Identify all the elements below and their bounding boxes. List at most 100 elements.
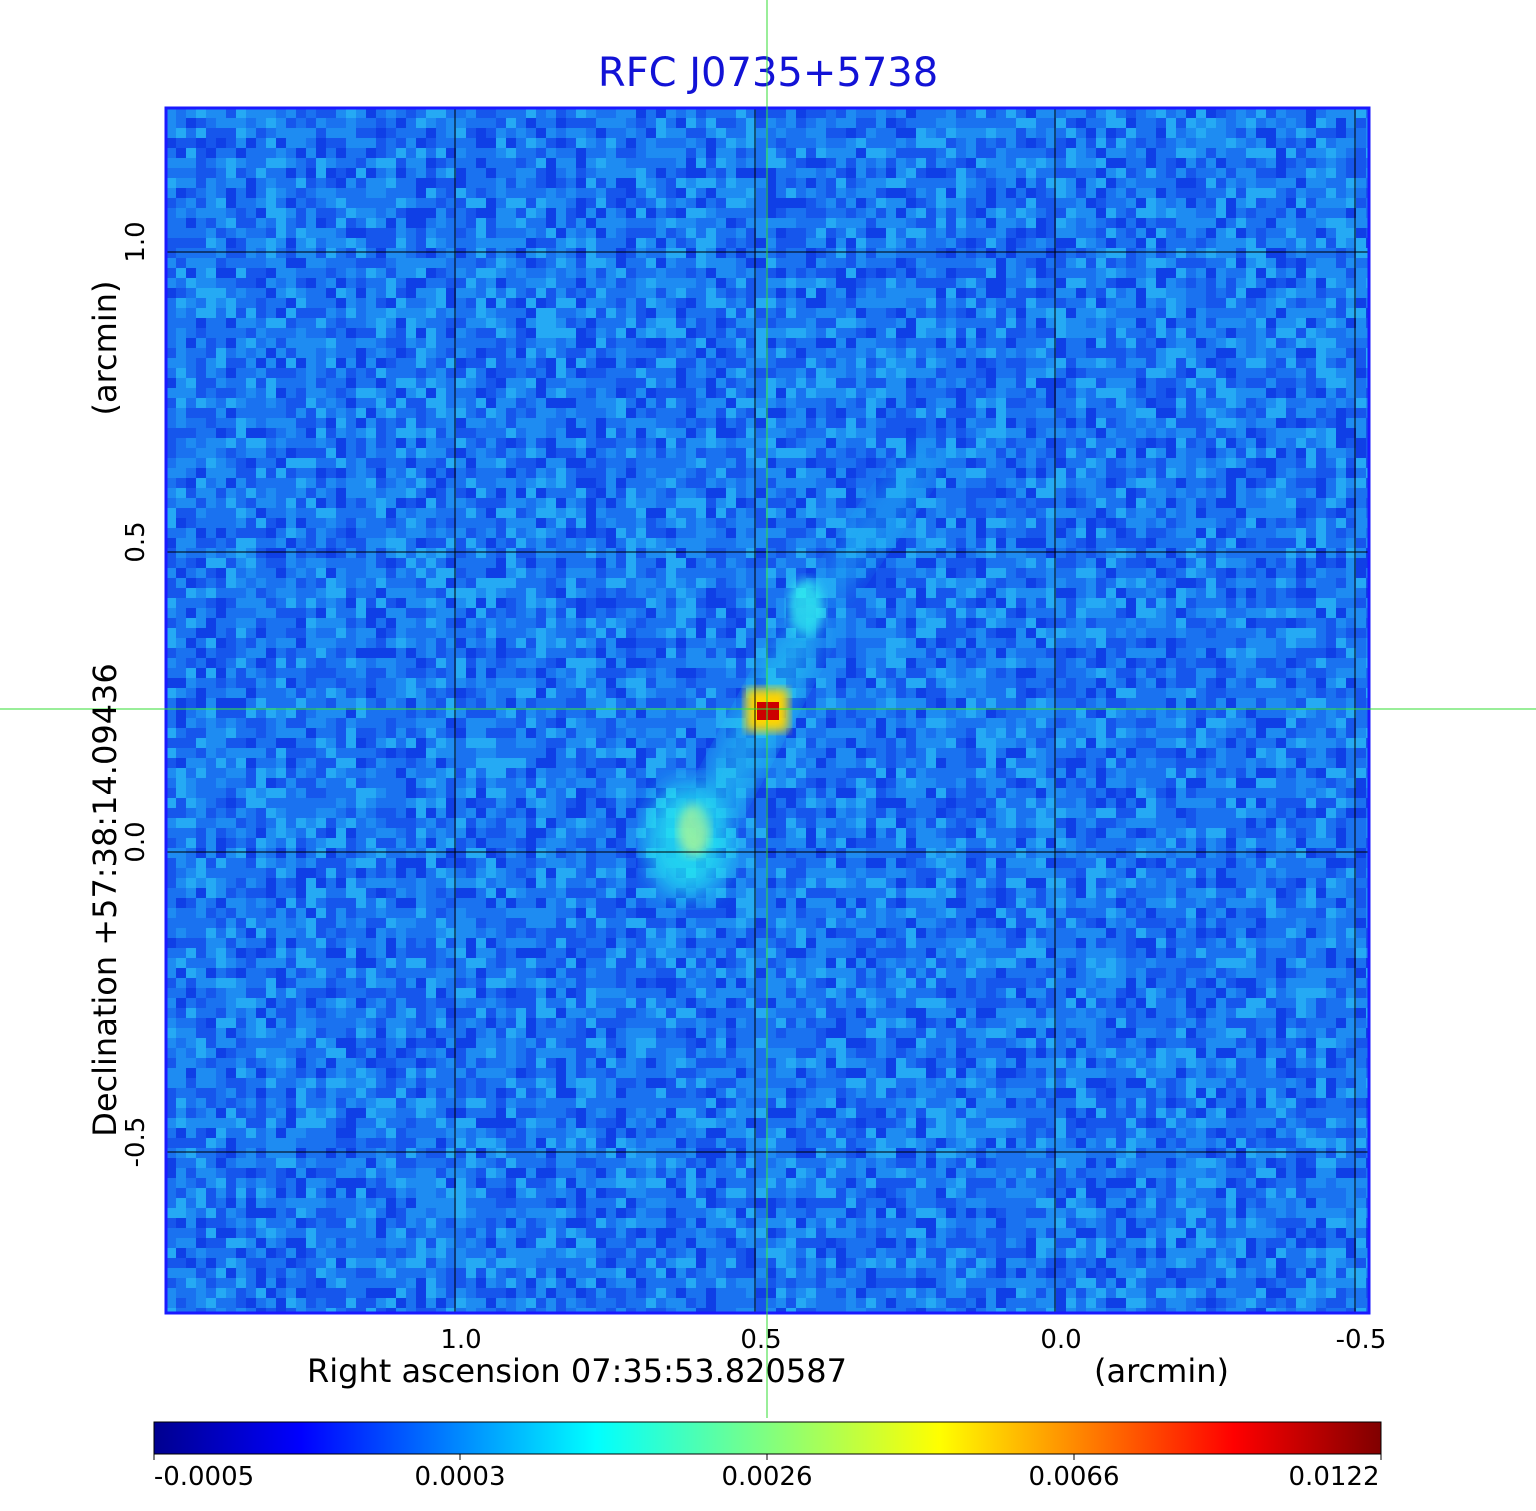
map-pixel [646, 188, 656, 198]
map-pixel [1206, 388, 1216, 398]
map-pixel [1156, 368, 1166, 378]
map-pixel [206, 518, 216, 528]
map-pixel [816, 258, 826, 268]
map-pixel [996, 158, 1006, 168]
map-pixel [1096, 198, 1106, 208]
map-pixel [526, 488, 536, 498]
map-pixel [216, 258, 226, 268]
map-pixel [636, 438, 646, 448]
map-pixel [1056, 478, 1066, 488]
map-pixel [896, 388, 906, 398]
map-pixel [996, 178, 1006, 188]
map-pixel [626, 248, 636, 258]
map-pixel [376, 408, 386, 418]
map-pixel [326, 298, 336, 308]
map-pixel [776, 248, 786, 258]
map-pixel [396, 258, 406, 268]
map-pixel [616, 258, 626, 268]
map-pixel [456, 428, 466, 438]
map-pixel [536, 208, 546, 218]
map-pixel [736, 338, 746, 348]
map-pixel [1276, 228, 1286, 238]
map-pixel [286, 218, 296, 228]
map-pixel [1286, 458, 1296, 468]
map-pixel [986, 258, 996, 268]
map-pixel [346, 428, 356, 438]
map-pixel [1026, 488, 1036, 498]
map-pixel [1256, 508, 1266, 518]
map-pixel [906, 198, 916, 208]
map-pixel [1156, 228, 1166, 238]
map-pixel [556, 348, 566, 358]
map-pixel [176, 278, 186, 288]
map-pixel [646, 368, 656, 378]
map-pixel [776, 188, 786, 198]
map-pixel [236, 128, 246, 138]
map-pixel [256, 278, 266, 288]
map-pixel [626, 388, 636, 398]
map-pixel [736, 318, 746, 328]
map-pixel [236, 408, 246, 418]
map-pixel [646, 388, 656, 398]
map-pixel [206, 178, 216, 188]
map-pixel [1066, 418, 1076, 428]
map-pixel [976, 238, 986, 248]
map-pixel [396, 498, 406, 508]
map-pixel [256, 188, 266, 198]
map-pixel [416, 128, 426, 138]
map-pixel [216, 218, 226, 228]
map-pixel [306, 218, 316, 228]
map-pixel [336, 148, 346, 158]
map-pixel [1216, 448, 1226, 458]
map-pixel [1296, 368, 1306, 378]
map-pixel [286, 378, 296, 388]
map-pixel [606, 338, 616, 348]
map-pixel [556, 168, 566, 178]
map-pixel [866, 218, 876, 228]
map-pixel [1286, 298, 1296, 308]
map-pixel [1216, 218, 1226, 228]
map-pixel [1206, 378, 1216, 388]
map-pixel [356, 448, 366, 458]
map-pixel [1256, 128, 1266, 138]
map-pixel [716, 198, 726, 208]
map-pixel [916, 208, 926, 218]
map-pixel [716, 408, 726, 418]
map-pixel [1356, 378, 1366, 388]
map-pixel [886, 128, 896, 138]
map-pixel [276, 328, 286, 338]
map-pixel [436, 518, 446, 528]
map-pixel [1236, 468, 1246, 478]
map-pixel [356, 478, 366, 488]
map-pixel [646, 268, 656, 278]
map-pixel [566, 508, 576, 518]
map-pixel [1286, 178, 1296, 188]
map-pixel [656, 458, 666, 468]
map-pixel [1066, 178, 1076, 188]
map-pixel [1106, 398, 1116, 408]
map-pixel [346, 328, 356, 338]
map-pixel [426, 358, 436, 368]
map-pixel [1016, 498, 1026, 508]
map-pixel [756, 218, 766, 228]
map-pixel [336, 128, 346, 138]
map-pixel [496, 228, 506, 238]
map-pixel [296, 128, 306, 138]
map-pixel [306, 398, 316, 408]
map-pixel [1096, 168, 1106, 178]
map-pixel [976, 218, 986, 228]
map-pixel [646, 318, 656, 328]
map-pixel [1276, 178, 1286, 188]
map-pixel [586, 298, 596, 308]
map-pixel [1266, 198, 1276, 208]
map-pixel [366, 308, 376, 318]
map-pixel [426, 438, 436, 448]
map-pixel [596, 148, 606, 158]
map-pixel [1166, 198, 1176, 208]
map-pixel [1166, 278, 1176, 288]
map-pixel [506, 268, 516, 278]
map-pixel [1236, 448, 1246, 458]
map-pixel [646, 378, 656, 388]
map-pixel [836, 258, 846, 268]
map-pixel [886, 278, 896, 288]
